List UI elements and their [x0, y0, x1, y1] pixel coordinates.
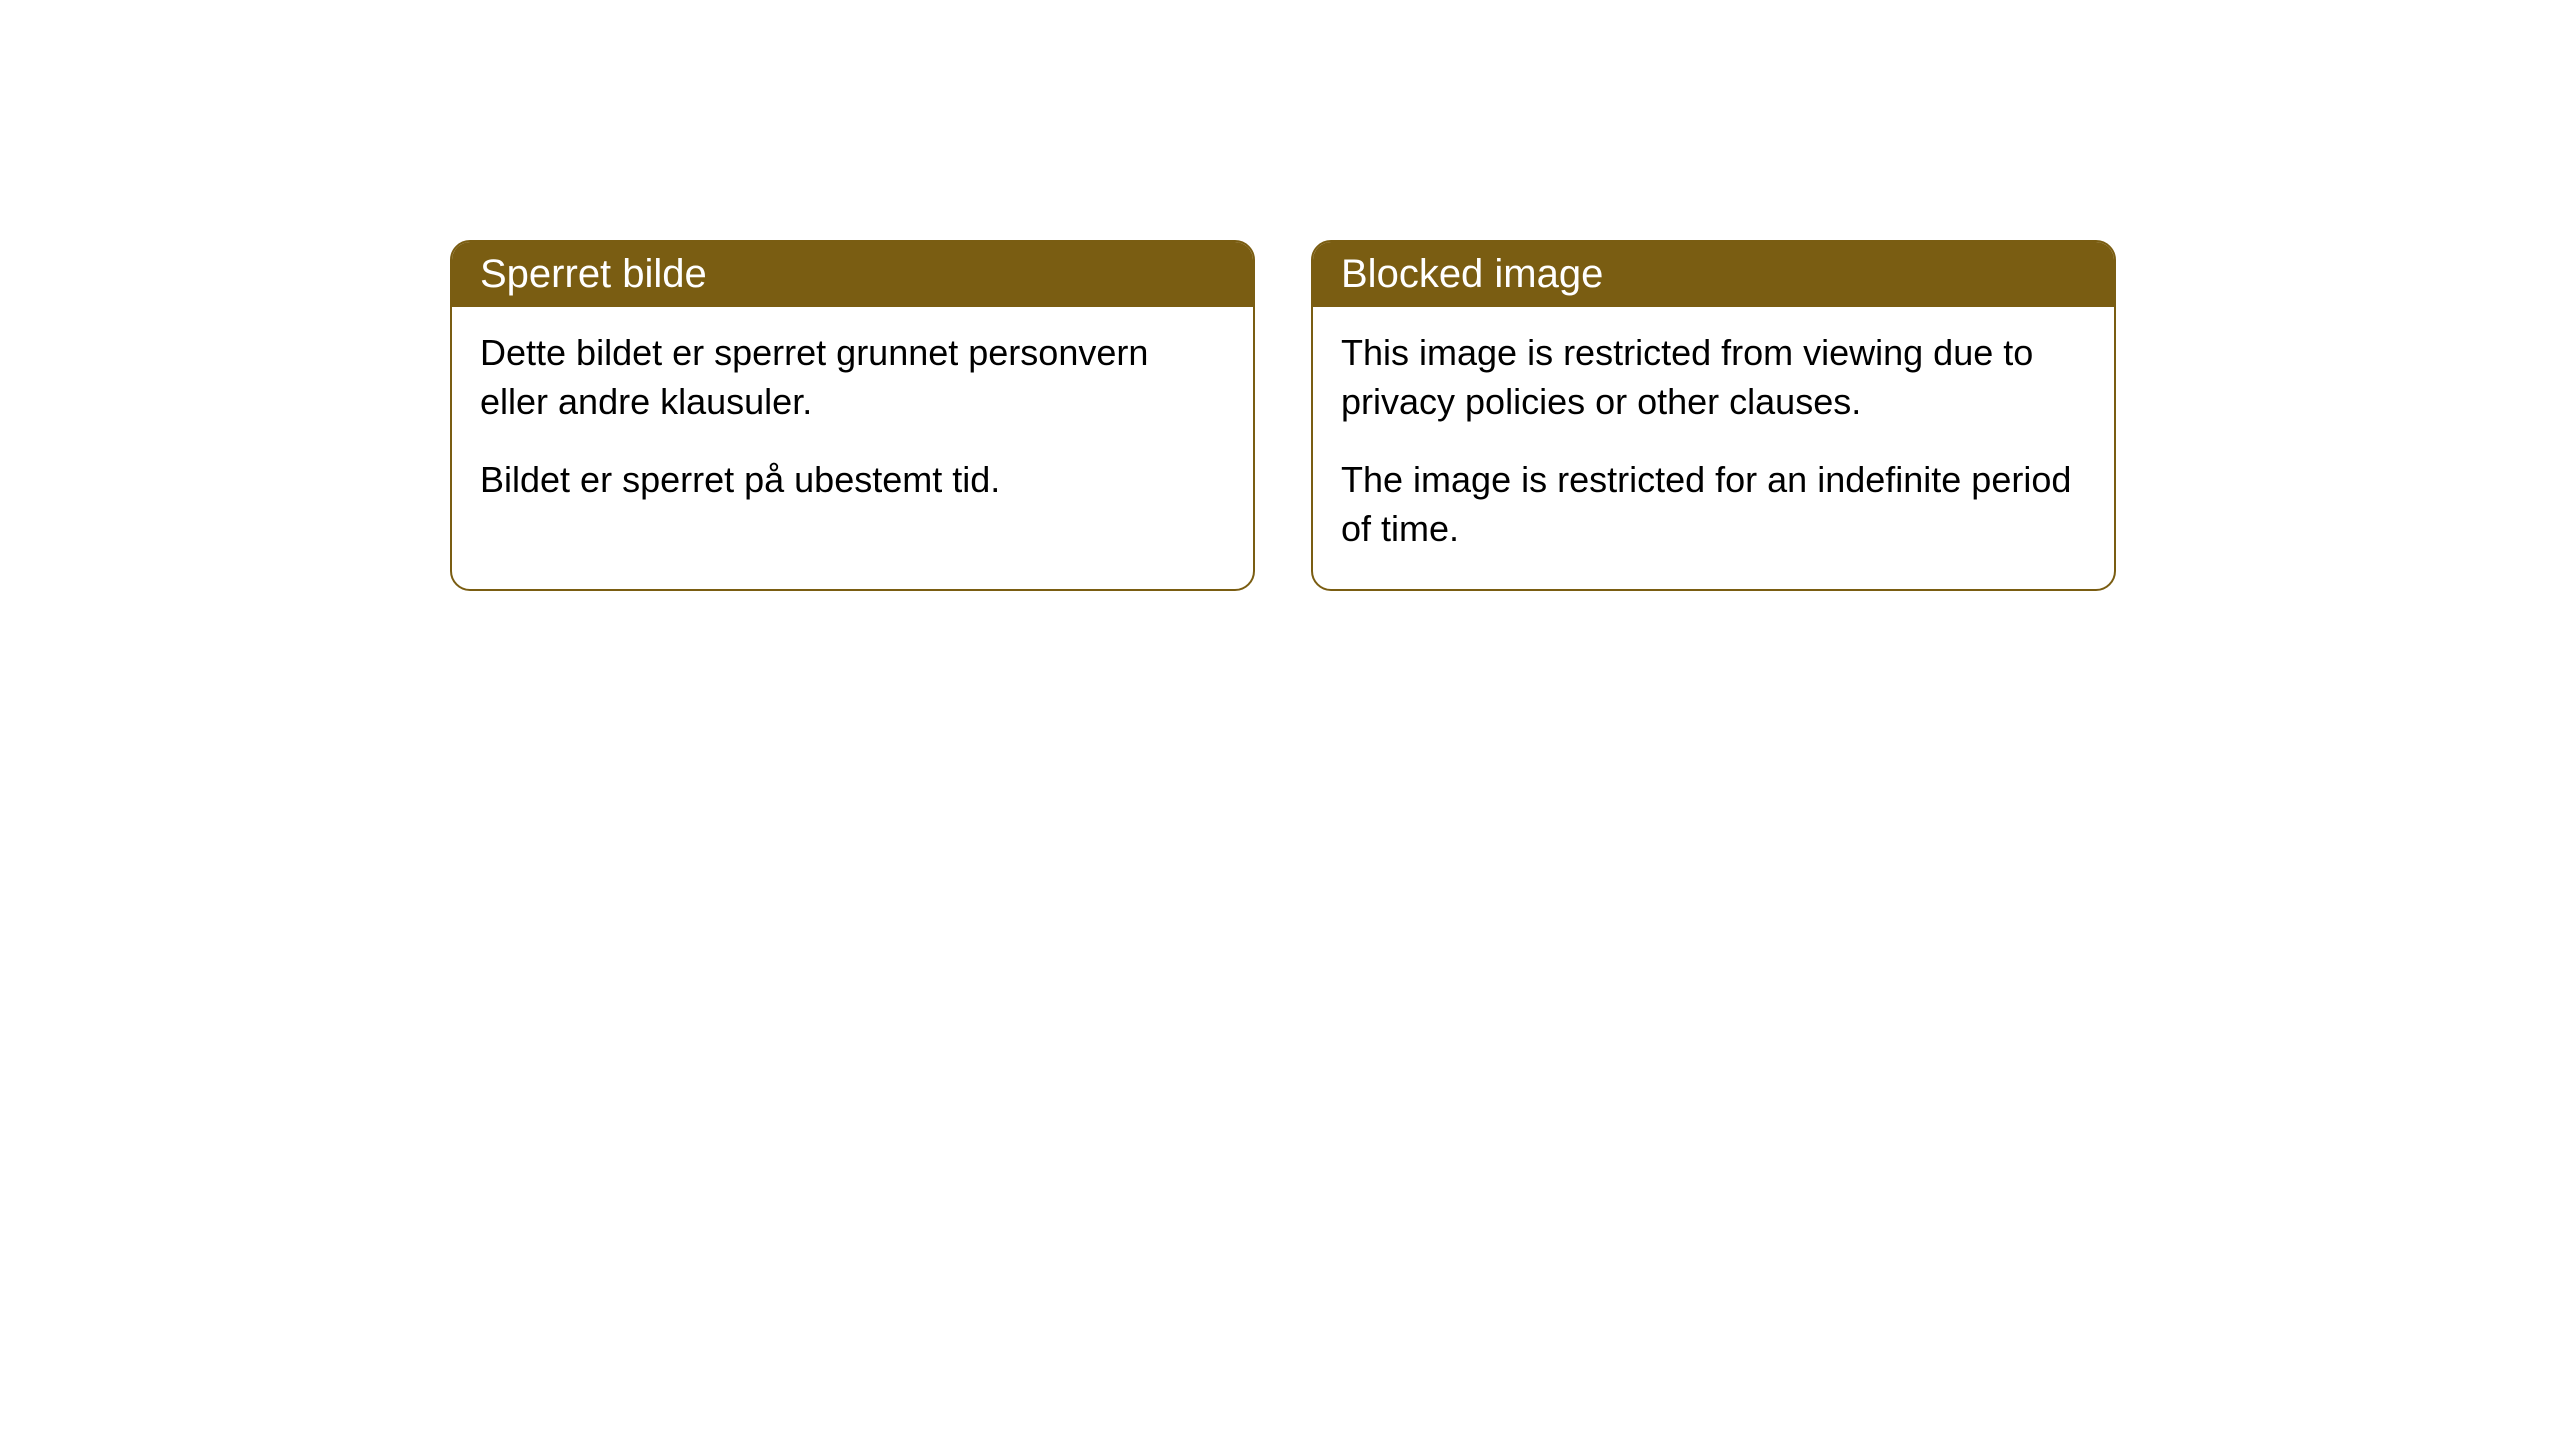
card-header: Sperret bilde: [452, 242, 1253, 307]
card-header: Blocked image: [1313, 242, 2114, 307]
card-paragraph: Bildet er sperret på ubestemt tid.: [480, 456, 1225, 505]
card-paragraph: Dette bildet er sperret grunnet personve…: [480, 329, 1225, 426]
card-title: Sperret bilde: [480, 252, 707, 296]
notice-cards-container: Sperret bilde Dette bildet er sperret gr…: [450, 240, 2116, 591]
card-title: Blocked image: [1341, 252, 1603, 296]
blocked-image-card-english: Blocked image This image is restricted f…: [1311, 240, 2116, 591]
card-body: This image is restricted from viewing du…: [1313, 307, 2114, 589]
blocked-image-card-norwegian: Sperret bilde Dette bildet er sperret gr…: [450, 240, 1255, 591]
card-paragraph: The image is restricted for an indefinit…: [1341, 456, 2086, 553]
card-body: Dette bildet er sperret grunnet personve…: [452, 307, 1253, 541]
card-paragraph: This image is restricted from viewing du…: [1341, 329, 2086, 426]
